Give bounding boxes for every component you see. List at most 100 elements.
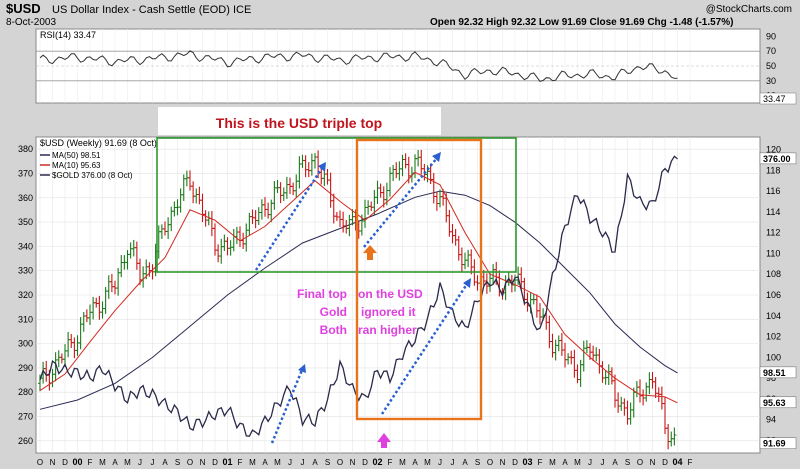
trend-arrows	[254, 157, 469, 444]
x-tick-label: D	[512, 458, 518, 467]
x-tick-label: M	[249, 458, 256, 467]
right-tick-label: 108	[766, 269, 781, 279]
right-tick-label: 94	[766, 415, 776, 425]
x-tick-label: A	[262, 458, 268, 467]
rsi-last-value-box	[759, 92, 797, 105]
right-value-text: 95.63	[763, 398, 786, 408]
x-tick-label: O	[337, 458, 343, 467]
note-on-usd: on the USD	[358, 287, 423, 301]
x-tick-label: N	[500, 458, 506, 467]
arrow-heads	[298, 152, 471, 373]
chart-header: $USD US Dollar Index - Cash Settle (EOD)…	[6, 1, 792, 28]
right-tick-label: 120	[766, 144, 781, 154]
legend: $USD (Weekly) 91.69 (8 Oct) MA(50) 98.51…	[40, 138, 157, 180]
legend-ma50: MA(50) 98.51	[52, 151, 101, 160]
ma10-line	[39, 171, 678, 404]
x-axis: O N D 00 F M A M J J A S O N D 01 F M A M J J A S O N D 02 F M A M J J A S O…	[37, 457, 693, 467]
left-tick-label: 350	[18, 217, 33, 227]
right-value-box	[759, 396, 797, 409]
x-tick-label: N	[50, 458, 56, 467]
legend-usd: $USD (Weekly) 91.69 (8 Oct)	[40, 138, 157, 148]
x-tick-label: J	[151, 458, 155, 467]
x-tick-label: 00	[72, 457, 82, 467]
instrument-name: US Dollar Index - Cash Settle (EOD) ICE	[52, 4, 251, 16]
right-tick-label: 100	[766, 352, 781, 362]
header-date: 8-Oct-2003	[6, 17, 56, 28]
x-tick-label: M	[124, 458, 131, 467]
right-tick-label: 112	[766, 228, 780, 238]
x-tick-label: J	[138, 458, 142, 467]
rsi-label: RSI(14) 33.47	[40, 30, 96, 40]
right-tick-label: 106	[766, 290, 781, 300]
ohlc-readout: Open 92.32 High 92.32 Low 91.69 Close 91…	[430, 17, 733, 28]
x-tick-label: D	[212, 458, 218, 467]
left-tick-label: 270	[18, 412, 33, 422]
x-tick-label: F	[688, 458, 693, 467]
magenta-up-arrow	[377, 433, 391, 448]
x-tick-label: A	[562, 458, 568, 467]
left-tick-label: 340	[18, 241, 33, 251]
x-tick-label: S	[175, 458, 180, 467]
orange-up-arrow	[363, 245, 377, 260]
right-tick-label: 110	[766, 248, 780, 258]
rsi-last-value: 33.47	[763, 94, 786, 104]
left-tick-label: 310	[18, 314, 33, 324]
rsi-axis: 9070503010	[766, 31, 776, 100]
left-tick-label: 280	[18, 387, 33, 397]
x-tick-label: 03	[522, 457, 532, 467]
magenta-annotations: Final top Gold Both on the USD ignored i…	[297, 287, 423, 337]
x-tick-label: M	[574, 458, 581, 467]
legend-gold: $GOLD 376.00 (8 Oct)	[52, 171, 133, 180]
right-value-text: 376.00	[763, 154, 791, 164]
rsi-tick-label: 30	[766, 76, 776, 86]
left-tick-label: 320	[18, 290, 33, 300]
right-value-text: 98.51	[763, 368, 786, 378]
symbol: $USD	[6, 1, 41, 16]
x-tick-label: A	[162, 458, 168, 467]
x-tick-label: M	[549, 458, 556, 467]
x-tick-label: 02	[372, 457, 382, 467]
x-tick-label: N	[200, 458, 206, 467]
x-tick-label: M	[99, 458, 106, 467]
x-tick-label: S	[625, 458, 630, 467]
ma50-line	[39, 190, 678, 410]
right-tick-label: 114	[766, 207, 780, 217]
left-tick-label: 330	[18, 266, 33, 276]
x-tick-label: J	[601, 458, 605, 467]
x-tick-label: N	[650, 458, 656, 467]
note-ran-higher: ran higher	[358, 323, 417, 337]
arrow-usd-rally-1	[254, 167, 324, 271]
x-tick-label: S	[475, 458, 480, 467]
left-tick-label: 370	[18, 168, 33, 178]
left-axis: 380 370 360 350 340 330 320 310 300 290 280 270 260	[18, 144, 33, 446]
x-tick-label: S	[325, 458, 330, 467]
legend-ma10: MA(10) 95.63	[52, 161, 101, 170]
x-tick-label: A	[612, 458, 618, 467]
title-box	[158, 107, 441, 135]
right-tick-label: 116	[766, 186, 780, 196]
note-both: Both	[320, 323, 347, 337]
x-tick-label: A	[312, 458, 318, 467]
right-value-labels: 376.00 98.51 95.63 91.69	[759, 152, 797, 449]
rsi-tick-label: 50	[766, 61, 776, 71]
x-tick-label: O	[487, 458, 493, 467]
watermark: @StockCharts.com	[706, 4, 792, 15]
left-tick-label: 360	[18, 193, 33, 203]
right-value-box	[759, 366, 797, 379]
x-tick-label: J	[588, 458, 592, 467]
right-tick-label: 118	[766, 165, 780, 175]
triple-top-box	[156, 137, 517, 273]
note-final-top: Final top	[297, 287, 347, 301]
x-tick-label: D	[662, 458, 668, 467]
left-tick-label: 300	[18, 339, 33, 349]
x-tick-label: J	[301, 458, 305, 467]
right-tick-label: 98	[766, 373, 776, 383]
x-tick-label: F	[238, 458, 243, 467]
arrow-usd-rally-2	[363, 157, 438, 248]
arrow-head-4	[463, 278, 471, 288]
x-tick-label: 04	[672, 457, 682, 467]
rsi-tick-label: 90	[766, 31, 776, 41]
arrow-head-2	[432, 152, 441, 162]
